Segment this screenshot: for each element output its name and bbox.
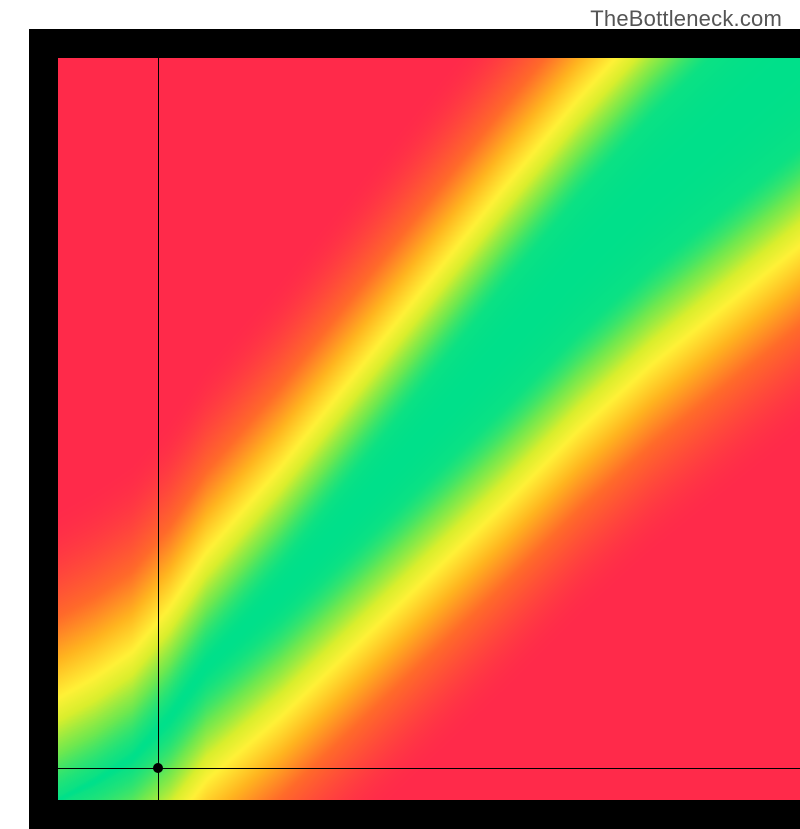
crosshair-point	[153, 763, 163, 773]
chart-container: TheBottleneck.com	[0, 0, 800, 800]
plot-frame	[29, 29, 800, 829]
crosshair-horizontal	[58, 768, 800, 769]
heatmap-canvas	[58, 58, 800, 800]
crosshair-vertical	[158, 58, 159, 800]
